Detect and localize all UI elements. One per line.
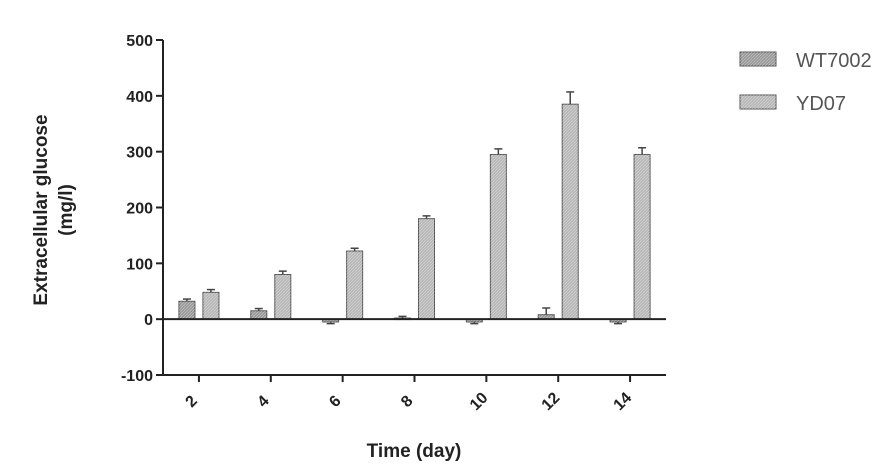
y-tick-label: 200 [126,201,153,218]
x-tick-label: 10 [467,389,492,414]
x-tick-label: 4 [254,393,272,411]
legend: WT7002 YD07 [739,50,872,115]
legend-label-WT7002: WT7002 [796,50,872,72]
x-axis-title: Time (day) [367,441,462,462]
y-tick-label: 400 [126,89,153,106]
bar-texture [610,319,627,322]
y-axis-title: Extracellular glucose (mg/l) [31,114,77,305]
y-axis-title-line1: Extracellular glucose [31,114,52,305]
bar-texture [418,218,435,320]
y-axis: -100 0 100 200 300 400 500 [121,33,164,385]
bar-texture [322,319,339,322]
bar-texture [562,104,579,320]
y-tick-label: -100 [121,368,153,385]
y-tick-label: 300 [126,145,153,162]
legend-swatch-texture [740,52,776,66]
legend-swatch-texture [740,95,776,109]
bar-texture [538,314,555,320]
x-tick-label: 12 [539,389,564,414]
x-axis: 2 4 6 8 10 12 14 [163,318,666,414]
x-tick-label: 14 [611,389,636,414]
bar-texture [634,154,651,320]
y-tick-label: 0 [144,312,153,329]
y-axis-title-line2: (mg/l) [56,184,77,236]
bar-texture [250,310,267,320]
bar-texture [490,154,507,320]
x-tick-label: 2 [183,393,201,411]
bar-texture [466,319,483,322]
x-tick-label: 8 [398,393,416,411]
x-tick-label: 6 [326,393,344,411]
y-tick-label: 500 [126,33,153,50]
bar-texture [202,292,219,320]
bar-texture [274,274,291,320]
legend-label-YD07: YD07 [796,93,846,115]
plot-area [178,91,651,325]
y-tick-label: 100 [126,256,153,273]
bar-texture [178,301,195,320]
bar-texture [346,251,363,320]
